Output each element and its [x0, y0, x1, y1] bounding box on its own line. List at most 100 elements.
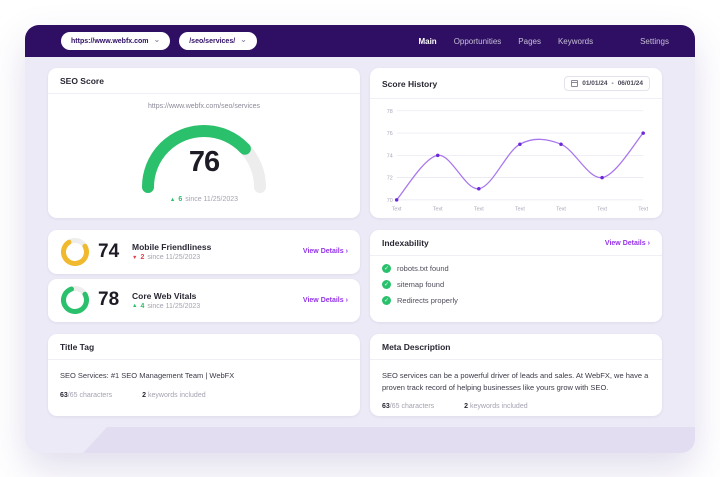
score-history-card-header: Score History 01/01/24 - 06/01/24 — [370, 68, 662, 99]
card-title: Meta Description — [382, 342, 451, 352]
delta-since-label: since 11/25/2023 — [147, 254, 201, 262]
dashboard-grid: SEO Score https://www.webfx.com/seo/serv… — [48, 68, 663, 416]
metric-title: Mobile Friendliness — [132, 242, 212, 253]
delta-value: 4 — [140, 302, 145, 310]
core-web-vitals-card: 78 Core Web Vitals ▲ 4 since 11/25/2023 … — [48, 278, 360, 322]
chevron-right-icon: › — [345, 248, 348, 256]
gauge-arc — [142, 125, 266, 193]
seo-score-value: 76 — [188, 146, 220, 178]
title-tag-card: Title Tag SEO Services: #1 SEO Managemen… — [48, 334, 360, 416]
date-range-end: 06/01/24 — [617, 80, 643, 87]
nav-item-settings[interactable]: Settings — [640, 36, 669, 46]
trend-arrow-icon: ▲ — [169, 196, 176, 203]
indexability-card: Indexability View Details › ✓ robots.txt… — [370, 230, 662, 322]
character-count: 63/65 characters — [60, 391, 113, 399]
keyword-count: 2 keywords included — [142, 391, 206, 399]
delta-since-label: since 11/25/2023 — [185, 196, 239, 203]
app-window: https://www.webfx.com ⌄ /seo/services/ ⌄… — [25, 25, 695, 453]
svg-text:76: 76 — [387, 131, 393, 137]
date-range-picker[interactable]: 01/01/24 - 06/01/24 — [564, 76, 650, 91]
delta-value: 6 — [178, 196, 183, 203]
svg-text:74: 74 — [387, 153, 393, 159]
title-tag-card-header: Title Tag — [48, 334, 360, 360]
svg-text:Text: Text — [474, 207, 484, 213]
list-item-label: robots.txt found — [397, 264, 449, 273]
svg-text:Text: Text — [556, 207, 566, 213]
meta-description-content: SEO services can be a powerful driver of… — [382, 371, 649, 392]
view-details-link[interactable]: View Details › — [302, 248, 348, 256]
trend-arrow-icon: ▼ — [132, 254, 138, 261]
list-item-label: Redirects properly — [397, 296, 458, 305]
card-title: Score History — [382, 78, 438, 89]
list-item: ✓ sitemap found — [382, 280, 650, 289]
svg-text:70: 70 — [387, 198, 393, 204]
score-history-card: Score History 01/01/24 - 06/01/24 70 72 74… — [370, 68, 662, 218]
mobile-friendliness-card: 74 Mobile Friendliness ▼ 2 since 11/25/2… — [48, 230, 360, 274]
list-item: ✓ Redirects properly — [382, 296, 650, 305]
main-nav: Main Opportunities Pages Keywords Settin… — [418, 37, 669, 46]
path-selector-value: /seo/services/ — [189, 37, 236, 45]
meta-description-card: Meta Description SEO services can be a p… — [370, 334, 662, 416]
scored-url: https://www.webfx.com/seo/services — [147, 103, 261, 110]
svg-text:78: 78 — [387, 109, 393, 115]
svg-text:72: 72 — [387, 176, 393, 182]
indexability-list: ✓ robots.txt found ✓ sitemap found ✓ Red… — [370, 256, 662, 320]
chevron-down-icon: ⌄ — [153, 35, 161, 44]
delta-value: 2 — [140, 254, 145, 262]
svg-text:Text: Text — [392, 207, 402, 213]
metric-title: Core Web Vitals — [132, 290, 197, 301]
metric-value: 78 — [98, 289, 120, 311]
view-details-link[interactable]: View Details › — [604, 239, 650, 247]
view-details-link[interactable]: View Details › — [302, 296, 348, 304]
indexability-card-header: Indexability View Details › — [370, 230, 662, 256]
metric-info: Mobile Friendliness ▼ 2 since 11/25/2023 — [132, 242, 211, 261]
trend-arrow-icon: ▲ — [132, 303, 138, 310]
card-title: Indexability — [382, 238, 429, 248]
date-range-separator: - — [611, 80, 614, 87]
path-selector[interactable]: /seo/services/ ⌄ — [179, 32, 257, 50]
card-title: SEO Score — [60, 76, 104, 86]
nav-item-keywords[interactable]: Keywords — [557, 36, 594, 46]
line-chart: 70 72 74 76 78 Text Text Text Text Text Text Text — [387, 109, 649, 213]
svg-text:Text: Text — [638, 207, 648, 213]
nav-item-pages[interactable]: Pages — [518, 36, 541, 46]
top-navigation-bar: https://www.webfx.com ⌄ /seo/services/ ⌄… — [25, 25, 695, 57]
progress-ring — [61, 237, 89, 266]
check-icon: ✓ — [382, 296, 391, 305]
seo-score-gauge: 76 — [129, 113, 279, 193]
metric-delta: ▼ 2 since 11/25/2023 — [132, 254, 211, 261]
card-title: Title Tag — [60, 342, 95, 352]
delta-since-label: since 11/25/2023 — [147, 302, 201, 310]
keyword-count: 2 keywords included — [464, 403, 528, 411]
decorative-shape — [83, 427, 695, 453]
domain-selector-value: https://www.webfx.com — [71, 37, 149, 45]
progress-ring — [61, 286, 89, 315]
nav-item-opportunities[interactable]: Opportunities — [453, 36, 502, 46]
list-item-label: sitemap found — [397, 280, 445, 289]
chevron-down-icon: ⌄ — [240, 35, 247, 44]
check-icon: ✓ — [382, 264, 391, 273]
seo-score-card: SEO Score https://www.webfx.com/seo/serv… — [48, 68, 360, 218]
svg-text:Text: Text — [515, 207, 525, 213]
metric-cards-stack: 74 Mobile Friendliness ▼ 2 since 11/25/2… — [48, 230, 360, 322]
check-icon: ✓ — [382, 280, 391, 289]
svg-text:Text: Text — [597, 207, 607, 213]
chevron-right-icon: › — [647, 239, 650, 247]
list-item: ✓ robots.txt found — [382, 264, 650, 273]
domain-selector[interactable]: https://www.webfx.com ⌄ — [61, 32, 171, 50]
title-tag-content: SEO Services: #1 SEO Management Team | W… — [60, 371, 235, 380]
nav-item-main[interactable]: Main — [418, 36, 437, 46]
date-range-start: 01/01/24 — [582, 80, 608, 87]
seo-score-delta: ▲ 6 since 11/25/2023 — [48, 196, 360, 203]
seo-score-card-header: SEO Score — [48, 68, 360, 94]
calendar-icon — [571, 80, 579, 87]
title-tag-stats: 63/65 characters 2 keywords included — [48, 382, 360, 409]
dashboard-body: SEO Score https://www.webfx.com/seo/serv… — [25, 57, 695, 453]
svg-text:Text: Text — [433, 207, 443, 213]
chevron-right-icon: › — [345, 296, 348, 304]
metric-delta: ▲ 4 since 11/25/2023 — [132, 303, 200, 310]
metric-value: 74 — [98, 240, 120, 262]
meta-description-card-header: Meta Description — [370, 334, 662, 360]
metric-info: Core Web Vitals ▲ 4 since 11/25/2023 — [132, 291, 200, 310]
